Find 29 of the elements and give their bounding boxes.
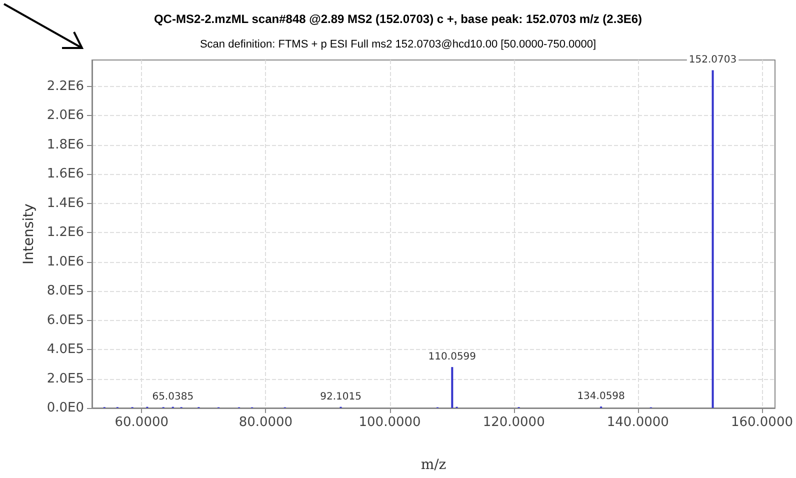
annotation: 152.0703 <box>688 54 737 66</box>
x-tick-label: 80.0000 <box>238 415 293 430</box>
annotation: 65.0385 <box>152 391 194 402</box>
y-tick-label: 1.8E6 <box>46 137 84 152</box>
chart-title: QC-MS2-2.mzML scan#848 @2.89 MS2 (152.0703) c +, base peak: 152.0703 m/z (2.3E6) <box>154 12 642 26</box>
y-tick-label: 2.2E6 <box>46 78 84 94</box>
x-axis-title: m/z <box>420 457 446 473</box>
x-tick-label: 100.0000 <box>358 415 421 430</box>
y-axis-title: Intensity <box>20 204 37 264</box>
chart-subtitle: Scan definition: FTMS + p ESI Full ms2 152.0703@hcd10.00 [50.0000-750.0000] <box>200 38 596 50</box>
annotation: 134.0598 <box>577 391 625 402</box>
y-tick-label: 1.4E6 <box>46 196 84 211</box>
x-tick-label: 60.0000 <box>114 415 169 430</box>
y-tick-label: 0.0E0 <box>46 400 84 416</box>
annotation: 92.1015 <box>320 391 362 402</box>
bar <box>451 367 454 408</box>
annotation: 110.0599 <box>428 352 476 363</box>
y-tick-label: 8.0E5 <box>46 284 84 299</box>
y-tick-label: 1.2E6 <box>46 225 84 240</box>
y-tick-label: 4.0E5 <box>46 342 84 358</box>
x-tick-label: 160.0000 <box>730 415 793 430</box>
y-tick-label: 1.0E6 <box>46 254 84 270</box>
y-tick-label: 6.0E5 <box>46 312 84 328</box>
x-tick-label: 120.0000 <box>482 415 545 430</box>
y-tick-label: 1.6E6 <box>46 166 84 182</box>
bar <box>712 70 714 408</box>
y-tick-label: 2.0E5 <box>46 371 84 386</box>
x-tick-label: 140.0000 <box>606 415 669 430</box>
y-tick-label: 2.0E6 <box>46 108 84 124</box>
